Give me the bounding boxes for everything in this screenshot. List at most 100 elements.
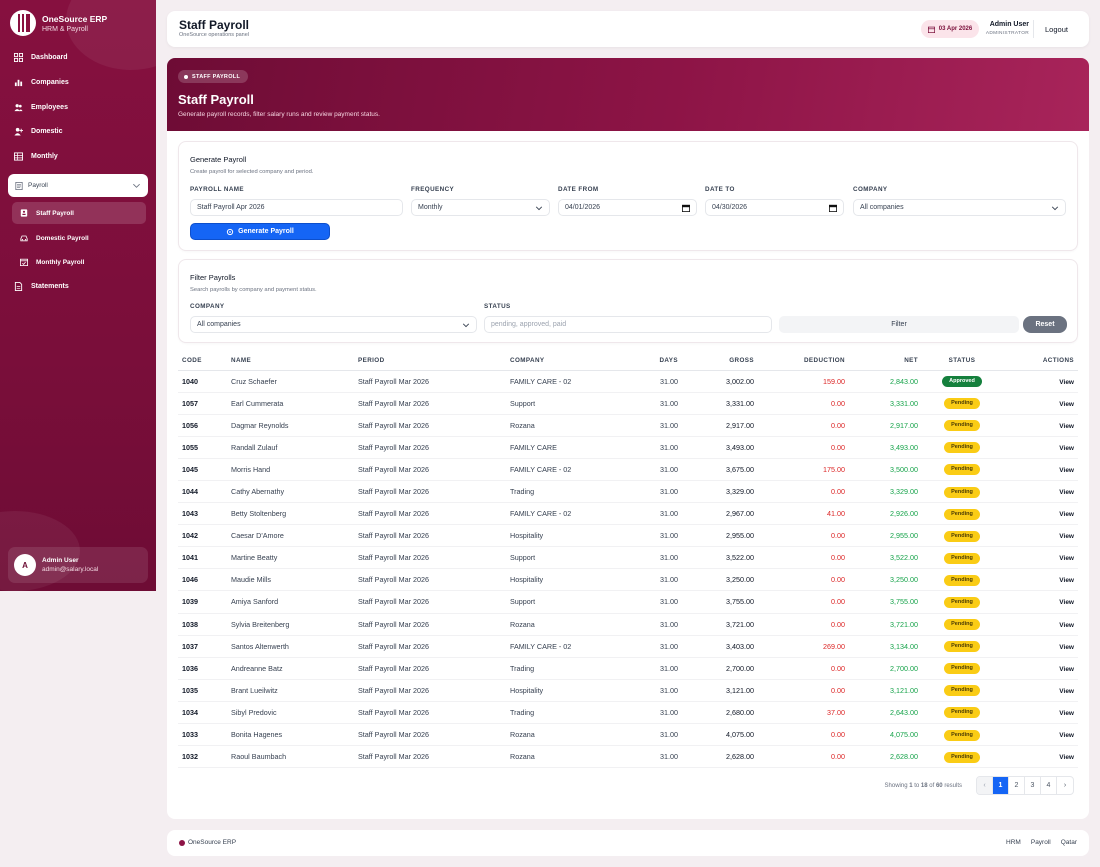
date-to-input[interactable]: 04/30/2026 xyxy=(705,199,844,216)
table-row[interactable]: 1039 Amiya Sanford Staff Payroll Mar 2026 S… xyxy=(178,590,1078,614)
summary-to-word: to xyxy=(914,783,920,789)
view-button[interactable]: View xyxy=(1059,687,1074,695)
column-header-deduction[interactable]: DEDUCTION xyxy=(758,351,849,371)
column-header-code[interactable]: CODE xyxy=(178,351,227,371)
cell-gross: 3,675.00 xyxy=(682,458,758,481)
logout-button[interactable]: Logout xyxy=(1033,20,1079,38)
table-row[interactable]: 1045 Morris Hand Staff Payroll Mar 2026 FAM… xyxy=(178,458,1078,481)
chevron-down-icon[interactable] xyxy=(132,181,141,190)
table-row[interactable]: 1038 Sylvia Breitenberg Staff Payroll Mar … xyxy=(178,613,1078,636)
table-row[interactable]: 1055 Randall Zulauf Staff Payroll Mar 2026… xyxy=(178,436,1078,459)
sidebar-item-payroll[interactable]: Payroll xyxy=(8,174,148,197)
cell-period: Staff Payroll Mar 2026 xyxy=(354,436,506,459)
view-button[interactable]: View xyxy=(1059,709,1074,717)
view-button[interactable]: View xyxy=(1059,732,1074,740)
cell-deduction: 0.00 xyxy=(758,436,849,459)
cell-name: Cruz Schaefer xyxy=(227,370,354,393)
sidebar-item-domestic[interactable]: Domestic xyxy=(14,127,63,136)
cell-name: Cathy Abernathy xyxy=(227,480,354,504)
cell-name: Earl Cummerata xyxy=(227,392,354,415)
view-button[interactable]: View xyxy=(1059,621,1074,629)
column-header-period[interactable]: PERIOD xyxy=(354,351,506,371)
calendar-icon[interactable] xyxy=(829,204,837,212)
prev-page-button[interactable]: ‹ xyxy=(977,777,993,794)
table-row[interactable]: 1044 Cathy Abernathy Staff Payroll Mar 202… xyxy=(178,480,1078,504)
view-button[interactable]: View xyxy=(1059,511,1074,519)
cell-gross: 3,522.00 xyxy=(682,546,758,570)
cell-period: Staff Payroll Mar 2026 xyxy=(354,392,506,415)
cell-days: 31.00 xyxy=(630,635,682,658)
view-button[interactable]: View xyxy=(1059,466,1074,474)
table-row[interactable]: 1040 Cruz Schaefer Staff Payroll Mar 2026 F… xyxy=(178,370,1078,393)
page-button[interactable]: 1 xyxy=(993,777,1009,794)
table-row[interactable]: 1043 Betty Stoltenberg Staff Payroll Mar 2… xyxy=(178,502,1078,526)
page-button[interactable]: 4 xyxy=(1041,777,1057,794)
view-button[interactable]: View xyxy=(1059,599,1074,607)
cell-deduction: 0.00 xyxy=(758,392,849,415)
cell-name: Sylvia Breitenberg xyxy=(227,613,354,636)
table-row[interactable]: 1036 Andreanne Batz Staff Payroll Mar 2026… xyxy=(178,657,1078,680)
cell-period: Staff Payroll Mar 2026 xyxy=(354,524,506,548)
view-button[interactable]: View xyxy=(1059,665,1074,673)
view-button[interactable]: View xyxy=(1059,577,1074,585)
filter-company-select[interactable]: All companies xyxy=(190,316,477,333)
company-select[interactable]: All companies xyxy=(853,199,1066,216)
table-row[interactable]: 1033 Bonita Hagenes Staff Payroll Mar 2026… xyxy=(178,723,1078,747)
table-row[interactable]: 1041 Martine Beatty Staff Payroll Mar 2026… xyxy=(178,546,1078,570)
cell-code: 1039 xyxy=(178,590,227,614)
payroll-name-input[interactable]: Staff Payroll Apr 2026 xyxy=(190,199,403,216)
table-row[interactable]: 1046 Maudie Mills Staff Payroll Mar 2026 Ho… xyxy=(178,568,1078,592)
footer-link-hrm[interactable]: HRM xyxy=(1006,839,1021,846)
footer-link-qatar[interactable]: Qatar xyxy=(1060,839,1077,846)
sidebar-user-card[interactable]: A Admin User admin@salary.local xyxy=(8,547,148,583)
column-header-company[interactable]: COMPANY xyxy=(506,351,630,371)
table-row[interactable]: 1042 Caesar D'Amore Staff Payroll Mar 2026… xyxy=(178,524,1078,548)
view-button[interactable]: View xyxy=(1059,754,1074,762)
filter-company-value: All companies xyxy=(197,321,241,328)
next-page-button[interactable]: › xyxy=(1063,782,1067,789)
column-header-gross[interactable]: GROSS xyxy=(682,351,758,371)
status-input[interactable]: pending, approved, paid xyxy=(484,316,772,333)
view-button[interactable]: View xyxy=(1059,400,1074,408)
brand-logo xyxy=(10,10,36,36)
sidebar-item-monthly-payroll[interactable]: Monthly Payroll xyxy=(12,251,146,273)
sidebar-item-employees[interactable]: Employees xyxy=(14,103,68,112)
date-from-input[interactable]: 04/01/2026 xyxy=(558,199,697,216)
sidebar-item-companies[interactable]: Companies xyxy=(14,78,69,87)
frequency-select[interactable]: Monthly xyxy=(411,199,550,216)
brand[interactable]: OneSource ERP HRM & Payroll xyxy=(10,10,107,36)
reset-button[interactable]: Reset xyxy=(1023,316,1067,333)
view-button[interactable]: View xyxy=(1059,643,1074,651)
page-button[interactable]: 2 xyxy=(1009,777,1025,794)
column-header-days[interactable]: DAYS xyxy=(630,351,682,371)
cell-period: Staff Payroll Mar 2026 xyxy=(354,723,506,747)
table-row[interactable]: 1032 Raoul Baumbach Staff Payroll Mar 2026… xyxy=(178,745,1078,769)
view-button[interactable]: View xyxy=(1059,378,1074,386)
sidebar-item-dashboard[interactable]: Dashboard xyxy=(14,53,68,62)
column-header-net[interactable]: NET xyxy=(849,351,922,371)
table-row[interactable]: 1034 Sibyl Predovic Staff Payroll Mar 2026… xyxy=(178,701,1078,725)
view-button[interactable]: View xyxy=(1059,422,1074,430)
calendar-icon[interactable] xyxy=(682,204,690,212)
table-row[interactable]: 1037 Santos Altenwerth Staff Payroll Mar 2… xyxy=(178,635,1078,658)
cell-gross: 3,721.00 xyxy=(682,613,758,636)
sidebar-item-statements[interactable]: Statements xyxy=(14,282,69,291)
footer-link-payroll[interactable]: Payroll xyxy=(1030,839,1051,846)
generate-payroll-button[interactable]: Generate Payroll xyxy=(190,223,330,240)
cell-net: 3,500.00 xyxy=(849,458,922,481)
view-button[interactable]: View xyxy=(1059,555,1074,563)
filter-button[interactable]: Filter xyxy=(779,316,1019,333)
view-button[interactable]: View xyxy=(1059,444,1074,452)
table-row[interactable]: 1035 Brant Lueilwitz Staff Payroll Mar 202… xyxy=(178,679,1078,702)
table-row[interactable]: 1056 Dagmar Reynolds Staff Payroll Mar 202… xyxy=(178,414,1078,437)
sidebar-item-domestic-payroll[interactable]: Domestic Payroll xyxy=(12,227,146,249)
cell-deduction: 0.00 xyxy=(758,745,849,769)
sidebar-item-monthly[interactable]: Monthly xyxy=(14,152,58,161)
view-button[interactable]: View xyxy=(1059,489,1074,497)
sidebar-item-staff-payroll[interactable]: Staff Payroll xyxy=(12,202,146,224)
view-button[interactable]: View xyxy=(1059,533,1074,541)
column-header-name[interactable]: NAME xyxy=(227,351,354,371)
cell-gross: 2,955.00 xyxy=(682,524,758,548)
table-row[interactable]: 1057 Earl Cummerata Staff Payroll Mar 2026… xyxy=(178,392,1078,415)
page-button[interactable]: 3 xyxy=(1025,777,1041,794)
